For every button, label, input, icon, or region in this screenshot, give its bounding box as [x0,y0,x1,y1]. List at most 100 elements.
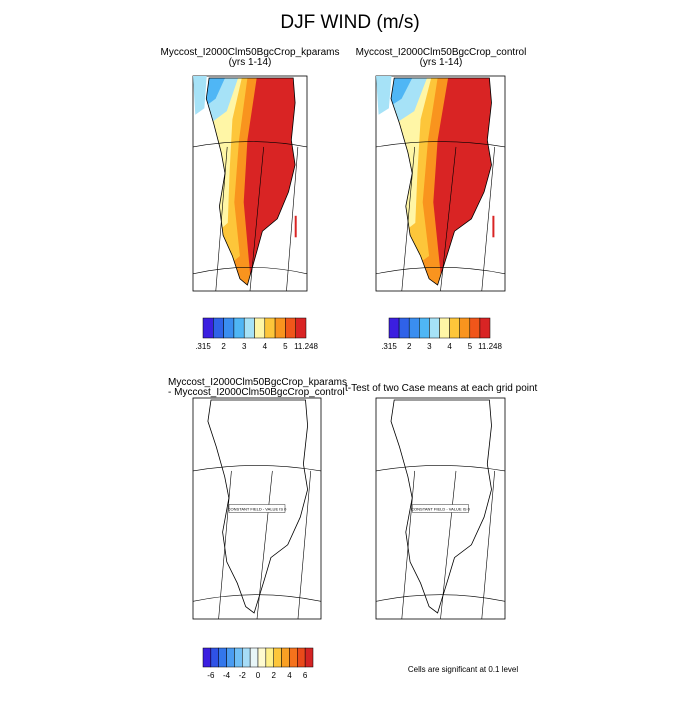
coastline [390,77,492,286]
colorbar-box [242,647,251,668]
panel-subtitle: (yrs 1-14) [229,57,272,68]
colorbar-box [202,317,214,339]
colorbar-box [459,317,471,339]
coastline [390,399,492,614]
colorbar-box [297,647,306,668]
map-panel: CONSTANT FIELD - VALUE IS 0 [375,397,506,620]
colorbar-label: 3 [242,342,247,351]
note: CONSTANT FIELD - VALUE IS 0 [411,507,470,512]
graticule [375,141,506,148]
graticule [440,470,457,620]
colorbar-label: 11.248 [478,342,502,351]
colorbar-box [254,317,266,339]
colorbar-box [273,647,282,668]
graticule [192,267,308,275]
graticule [401,146,415,292]
island [294,215,297,238]
graticule [256,470,273,620]
graticule [218,470,232,620]
field-band [391,78,413,107]
colorbar-box [218,647,227,668]
colorbar-box [289,647,298,668]
note-box [228,504,286,513]
graticule [481,470,495,620]
colorbar-box [257,647,267,668]
colorbar-box [249,647,259,668]
colorbar-label: 4 [447,342,452,351]
colorbar-label: 0 [256,671,261,680]
colorbar-label: -4 [223,671,231,680]
map-panel [375,75,506,292]
colorbar-box [265,647,274,668]
colorbar-label: -6 [207,671,215,680]
colorbar-box [233,317,245,339]
graticule [192,594,322,602]
panel-title: Myccost_I2000Clm50BgcCrop_kparams [168,377,347,388]
colorbar-box [234,647,243,668]
colorbar-label: .315 [195,342,211,351]
graticule [297,470,312,620]
map-panel: CONSTANT FIELD - VALUE IS 0 [192,397,322,620]
colorbar-label: 2 [407,342,412,351]
colorbar-box [223,317,235,339]
colorbar-box [243,317,255,339]
colorbar-box [264,317,276,339]
graticule [375,267,506,275]
graticule [192,141,308,148]
colorbar-box [449,317,460,339]
colorbar-box [408,317,420,339]
colorbar-label: 4 [287,671,292,680]
colorbar-box [398,317,410,339]
island [492,215,495,238]
colorbar-label: 4 [263,342,268,351]
field-band [206,78,225,107]
ellesmere [193,76,207,115]
graticule [401,470,415,620]
graticule [215,146,228,292]
panel-title: Myccost_I2000Clm50BgcCrop_control [356,47,527,58]
colorbar-box [213,317,224,339]
graticule [440,146,457,292]
colorbar-label: 5 [283,342,288,351]
panel-subtitle: (yrs 1-14) [420,57,463,68]
graticule [286,146,299,292]
colorbar-box [429,317,440,339]
colorbar-box [202,647,212,668]
colorbar-label: 6 [303,671,308,680]
colorbar-label: 3 [427,342,432,351]
colorbar-box [439,317,450,339]
colorbar-box [388,317,400,339]
graticule [192,465,322,472]
coastline [205,77,296,286]
colorbar-box [469,317,481,339]
colorbar-label: 11.248 [294,342,318,351]
colorbar-label: .315 [381,342,397,351]
ellesmere [376,76,392,115]
graticule [375,594,506,602]
colorbar-box [419,317,430,339]
map-panel [192,75,308,292]
colorbar-box [226,647,235,668]
colorbar-box [210,647,219,668]
colorbar-label: -2 [239,671,247,680]
graticule [375,465,506,472]
panel-title: Myccost_I2000Clm50BgcCrop_kparams [161,47,340,58]
panel-title: t-Test of two Case means at each grid po… [345,383,538,394]
colorbar-box [281,647,290,668]
colorbar-label: 5 [468,342,473,351]
panel-title: - Myccost_I2000Clm50BgcCrop_control [168,387,345,398]
note-box [412,504,469,513]
colorbar-box [274,317,286,339]
note: CONSTANT FIELD - VALUE IS 0 [228,507,287,512]
colorbar-label: 2 [271,671,276,680]
colorbar-box [285,317,296,339]
graticule [249,146,264,292]
figure-title: DJF WIND (m/s) [280,12,419,33]
colorbar-box [295,317,307,339]
coastline [207,399,309,614]
colorbar-box [479,317,491,339]
graticule [481,146,495,292]
colorbar-label: 2 [221,342,226,351]
